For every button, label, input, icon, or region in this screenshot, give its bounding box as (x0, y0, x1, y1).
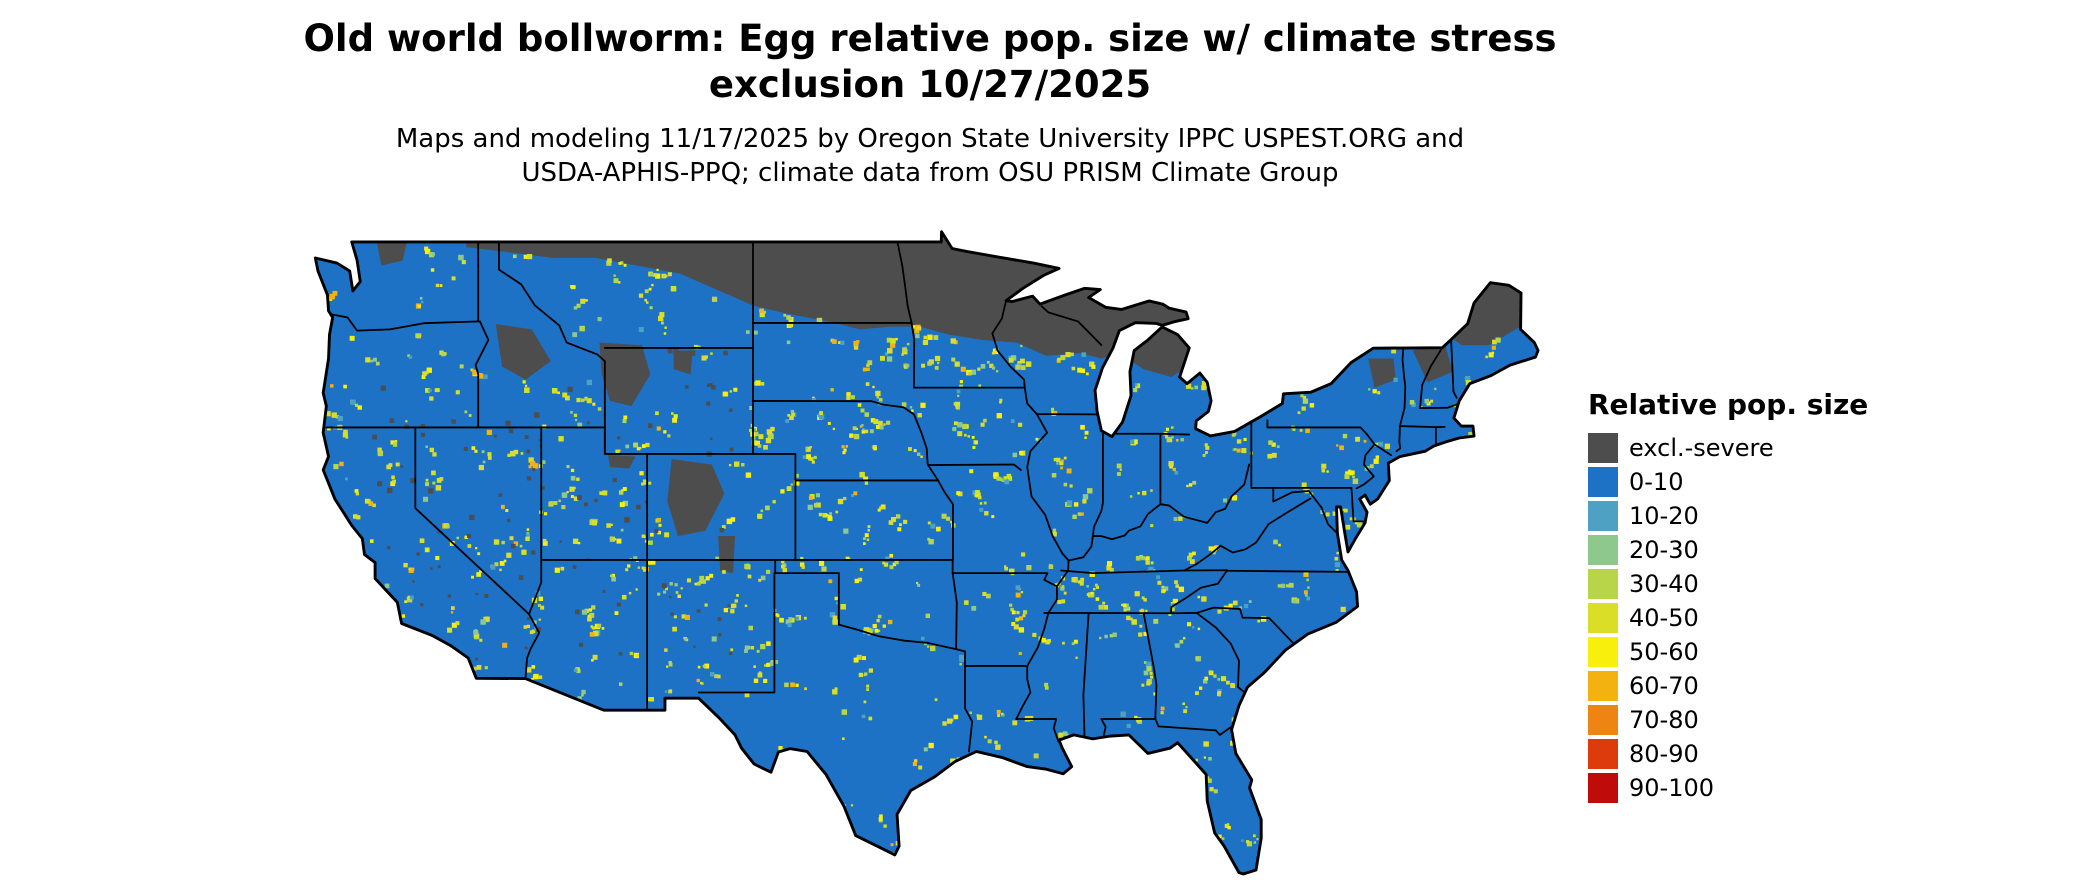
legend-label: 50-60 (1629, 638, 1699, 666)
map-outline (313, 230, 1540, 876)
legend-item: 60-70 (1588, 671, 1868, 701)
legend-swatch (1588, 637, 1618, 667)
page-title-line2: exclusion 10/27/2025 (708, 63, 1152, 107)
map-legend: Relative pop. size excl.-severe 0-10 10-20… (1588, 388, 1868, 807)
legend-item: 10-20 (1588, 501, 1868, 531)
legend-swatch (1588, 671, 1618, 701)
legend-swatch (1588, 467, 1618, 497)
legend-label: 90-100 (1629, 774, 1715, 802)
legend-swatch (1588, 705, 1618, 735)
legend-swatch (1588, 433, 1618, 463)
legend-label: 0-10 (1629, 468, 1684, 496)
legend-item: 30-40 (1588, 569, 1868, 599)
legend-item: excl.-severe (1588, 433, 1868, 463)
legend-label: 80-90 (1629, 740, 1699, 768)
legend-swatch (1588, 739, 1618, 769)
legend-label: 40-50 (1629, 604, 1699, 632)
legend-swatch (1588, 773, 1618, 803)
legend-swatch (1588, 569, 1618, 599)
page-title-line1: Old world bollworm: Egg relative pop. si… (303, 17, 1557, 60)
legend-rows: excl.-severe 0-10 10-20 20-30 30-40 40-50 50-6… (1588, 433, 1868, 803)
legend-item: 70-80 (1588, 705, 1868, 735)
legend-swatch (1588, 535, 1618, 565)
legend-label: 60-70 (1629, 672, 1699, 700)
legend-item: 90-100 (1588, 773, 1868, 803)
legend-label: 30-40 (1629, 570, 1699, 598)
map-state-borders (325, 241, 1458, 753)
legend-label: 20-30 (1629, 536, 1699, 564)
legend-item: 40-50 (1588, 603, 1868, 633)
legend-swatch (1588, 501, 1618, 531)
subtitle-block: Maps and modeling 11/17/2025 by Oregon S… (230, 122, 1630, 191)
legend-swatch (1588, 603, 1618, 633)
title-block: Old world bollworm: Egg relative pop. si… (230, 16, 1630, 109)
legend-label: 10-20 (1629, 502, 1699, 530)
legend-item: 80-90 (1588, 739, 1868, 769)
legend-item: 0-10 (1588, 467, 1868, 497)
subtitle-line1: Maps and modeling 11/17/2025 by Oregon S… (395, 124, 1465, 154)
map-figure (305, 222, 1555, 888)
legend-title: Relative pop. size (1588, 388, 1869, 421)
subtitle-line2: USDA-APHIS-PPQ; climate data from OSU PR… (521, 158, 1339, 189)
us-choropleth-map (313, 230, 1540, 876)
legend-item: 20-30 (1588, 535, 1868, 565)
legend-label: excl.-severe (1629, 434, 1774, 462)
legend-label: 70-80 (1629, 706, 1699, 734)
legend-item: 50-60 (1588, 637, 1868, 667)
